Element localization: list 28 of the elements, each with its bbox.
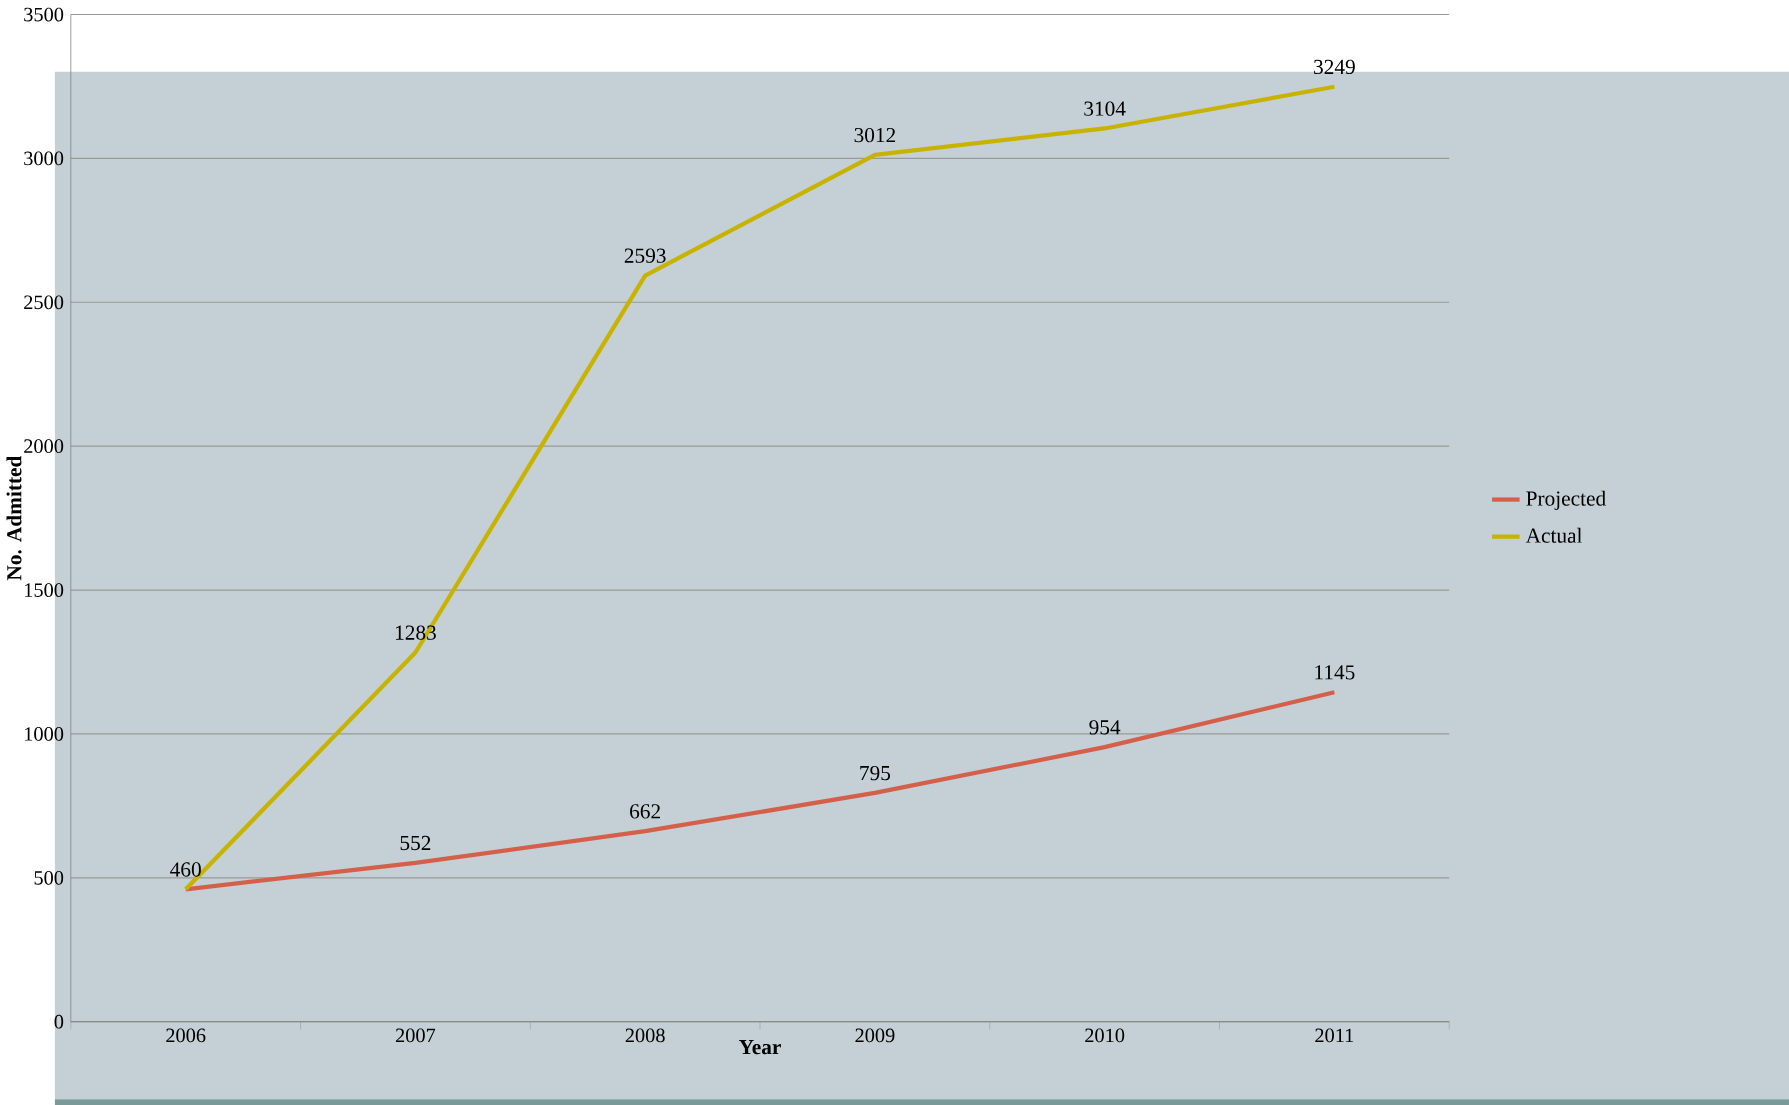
data-label: 3249	[1314, 59, 1355, 75]
x-tick-label: 2011	[1315, 1028, 1354, 1043]
data-label: 795	[860, 765, 891, 781]
x-tick-label: 2007	[395, 1028, 436, 1043]
data-label: 3104	[1084, 101, 1126, 116]
data-label: 2593	[624, 248, 666, 263]
y-tick-label: 3500	[24, 7, 64, 22]
y-tick-label: 2000	[24, 439, 64, 454]
x-tick-label: 2010	[1085, 1028, 1125, 1043]
y-tick-label: 1000	[25, 727, 64, 741]
x-tick-label: 2008	[625, 1028, 665, 1043]
legend-label: Actual	[1525, 527, 1583, 543]
x-tick-label: 2009	[855, 1028, 895, 1043]
data-label: 954	[1089, 720, 1121, 735]
legend-label: Projected	[1526, 490, 1606, 511]
y-tick-label: 2500	[24, 295, 64, 310]
data-label: 1145	[1315, 665, 1355, 680]
data-label: 662	[630, 804, 660, 819]
y-tick-label: 1500	[25, 583, 64, 597]
data-label: 3012	[854, 127, 896, 143]
x-tick-label: 2006	[166, 1028, 206, 1043]
y-tick-label: 3000	[24, 151, 64, 166]
data-label: 460	[170, 862, 201, 877]
data-label: 552	[400, 835, 431, 851]
x-axis-title: Year	[739, 1040, 781, 1055]
y-tick-label: 0	[54, 1014, 64, 1029]
y-axis-title: No. Admitted	[6, 455, 22, 581]
y-tick-label: 500	[34, 870, 64, 885]
